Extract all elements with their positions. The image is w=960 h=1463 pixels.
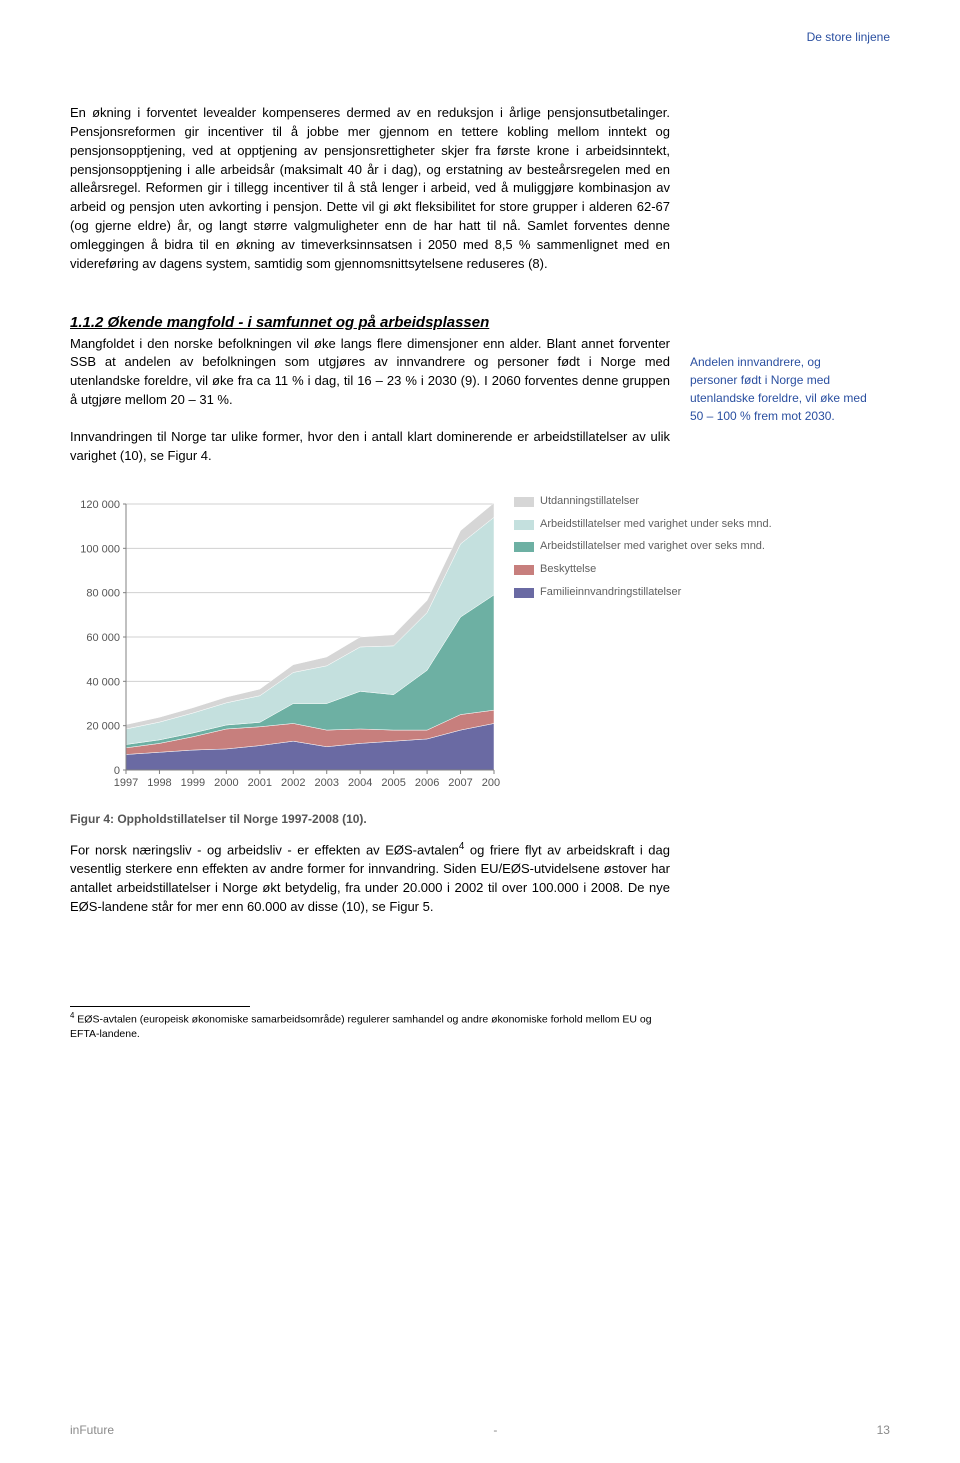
stacked-area-chart: 0 20 000 40 000 60 000 80 000 100 000 120 000 1… xyxy=(70,494,500,794)
legend-label: Arbeidstillatelser med varighet over sek… xyxy=(540,539,765,554)
svg-text:2007: 2007 xyxy=(448,777,472,789)
para4-pre: For norsk næringsliv - og arbeidsliv - e… xyxy=(70,842,459,857)
footer-left: inFuture xyxy=(70,1423,114,1437)
figure-4: 0 20 000 40 000 60 000 80 000 100 000 120 000 1… xyxy=(70,494,890,794)
legend-swatch xyxy=(514,520,534,530)
svg-text:2003: 2003 xyxy=(314,777,338,789)
footnote-text: EØS-avtalen (europeisk økonomiske samarb… xyxy=(70,1014,652,1040)
paragraph-4: For norsk næringsliv - og arbeidsliv - e… xyxy=(70,840,670,917)
footer-right: 13 xyxy=(877,1423,890,1437)
legend-label: Familieinnvandringstillatelser xyxy=(540,585,681,600)
section-heading-1-1-2: 1.1.2 Økende mangfold - i samfunnet og p… xyxy=(70,314,890,331)
footnote-4: 4 EØS-avtalen (europeisk økonomiske sama… xyxy=(70,1011,670,1041)
legend-swatch xyxy=(514,497,534,507)
legend-swatch xyxy=(514,588,534,598)
chart-legend: Utdanningstillatelser Arbeidstillatelser … xyxy=(514,494,772,608)
footer-center: - xyxy=(493,1423,497,1437)
legend-item: Beskyttelse xyxy=(514,562,772,577)
main-column: Mangfoldet i den norske befolkningen vil… xyxy=(70,335,670,484)
svg-text:40 000: 40 000 xyxy=(86,676,120,688)
paragraph-3: Innvandringen til Norge tar ulike former… xyxy=(70,428,670,466)
svg-text:2000: 2000 xyxy=(214,777,238,789)
svg-text:2004: 2004 xyxy=(348,777,372,789)
legend-swatch xyxy=(514,542,534,552)
page-header-right: De store linjene xyxy=(70,30,890,44)
footnote-rule xyxy=(70,1006,250,1007)
legend-item: Arbeidstillatelser med varighet under se… xyxy=(514,517,772,532)
svg-text:2002: 2002 xyxy=(281,777,305,789)
page-footer: inFuture - 13 xyxy=(70,1423,890,1437)
legend-item: Arbeidstillatelser med varighet over sek… xyxy=(514,539,772,554)
svg-text:60 000: 60 000 xyxy=(86,632,120,644)
legend-label: Utdanningstillatelser xyxy=(540,494,639,509)
paragraph-2: Mangfoldet i den norske befolkningen vil… xyxy=(70,335,670,410)
svg-text:1998: 1998 xyxy=(147,777,171,789)
svg-text:2005: 2005 xyxy=(381,777,405,789)
paragraph-1: En økning i forventet levealder kompense… xyxy=(70,104,670,274)
legend-item: Utdanningstillatelser xyxy=(514,494,772,509)
svg-text:0: 0 xyxy=(114,765,120,777)
chart-plot: 0 20 000 40 000 60 000 80 000 100 000 120 000 1… xyxy=(70,494,500,794)
legend-label: Beskyttelse xyxy=(540,562,596,577)
svg-text:120 000: 120 000 xyxy=(80,499,120,511)
figure-4-caption: Figur 4: Oppholdstillatelser til Norge 1… xyxy=(70,812,890,826)
svg-text:20 000: 20 000 xyxy=(86,720,120,732)
svg-text:1997: 1997 xyxy=(114,777,138,789)
svg-text:100 000: 100 000 xyxy=(80,543,120,555)
svg-text:1999: 1999 xyxy=(181,777,205,789)
legend-label: Arbeidstillatelser med varighet under se… xyxy=(540,517,772,532)
svg-text:2008: 2008 xyxy=(482,777,500,789)
svg-text:2006: 2006 xyxy=(415,777,439,789)
two-column-block: Mangfoldet i den norske befolkningen vil… xyxy=(70,335,890,484)
legend-swatch xyxy=(514,565,534,575)
page: De store linjene En økning i forventet l… xyxy=(0,0,960,1463)
svg-text:80 000: 80 000 xyxy=(86,587,120,599)
svg-text:2001: 2001 xyxy=(248,777,272,789)
legend-item: Familieinnvandringstillatelser xyxy=(514,585,772,600)
margin-note: Andelen innvandrere, og personer født i … xyxy=(690,335,870,425)
